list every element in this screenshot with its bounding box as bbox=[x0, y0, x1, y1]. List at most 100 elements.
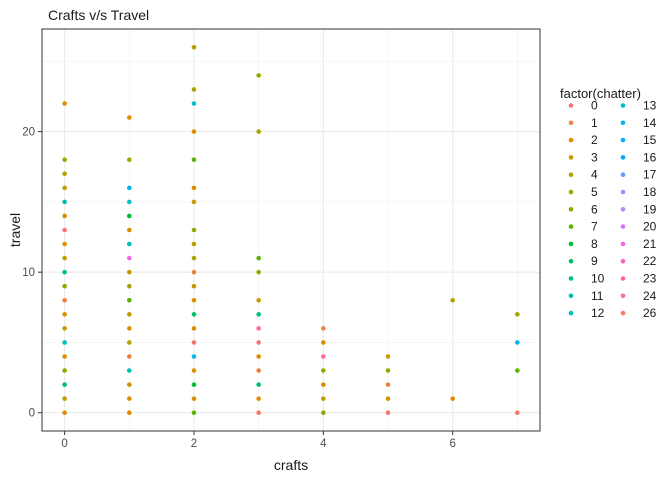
plot-panel bbox=[42, 29, 540, 431]
data-point bbox=[62, 297, 67, 303]
y-axis-title: travel bbox=[7, 213, 23, 247]
data-point bbox=[62, 241, 67, 247]
data-point bbox=[256, 368, 261, 373]
data-point bbox=[191, 129, 197, 134]
data-point bbox=[62, 368, 67, 373]
legend-label: 5 bbox=[591, 185, 598, 199]
legend-key bbox=[620, 258, 626, 264]
legend-key bbox=[568, 276, 574, 281]
data-point bbox=[191, 241, 197, 247]
plot-border bbox=[41, 28, 541, 432]
y-tick-label: 0 bbox=[29, 408, 35, 420]
data-point bbox=[191, 382, 197, 387]
legend-key bbox=[568, 293, 574, 299]
data-point bbox=[62, 340, 67, 345]
data-point bbox=[127, 213, 132, 219]
data-point bbox=[450, 396, 455, 401]
legend-key bbox=[568, 155, 574, 160]
data-point bbox=[256, 129, 261, 134]
data-point bbox=[127, 410, 132, 416]
data-point bbox=[191, 326, 197, 331]
data-point bbox=[127, 199, 132, 205]
data-point bbox=[62, 269, 67, 275]
data-point bbox=[191, 199, 197, 205]
y-tick-label: 20 bbox=[22, 127, 35, 139]
legend-label: 17 bbox=[643, 168, 657, 182]
data-point bbox=[62, 227, 67, 233]
legend-label: 24 bbox=[643, 289, 657, 303]
data-point bbox=[191, 312, 197, 317]
data-point bbox=[191, 340, 197, 345]
legend-label: 20 bbox=[643, 220, 657, 234]
legend-label: 12 bbox=[591, 306, 605, 320]
legend-label: 2 bbox=[591, 133, 598, 147]
grid-lines bbox=[42, 29, 540, 431]
legend-key bbox=[568, 120, 574, 126]
data-point bbox=[191, 354, 197, 359]
legend-key bbox=[568, 207, 574, 212]
data-point bbox=[62, 354, 67, 359]
legend-key bbox=[620, 172, 626, 177]
data-point bbox=[127, 382, 132, 387]
data-point bbox=[321, 396, 326, 401]
legend-label: 22 bbox=[643, 254, 657, 268]
data-point bbox=[62, 326, 67, 331]
x-tick-label: 4 bbox=[320, 438, 327, 450]
data-points bbox=[62, 44, 520, 416]
legend-key bbox=[620, 310, 626, 316]
data-point bbox=[191, 283, 197, 289]
data-point bbox=[321, 368, 326, 373]
legend-key bbox=[620, 189, 626, 195]
y-axis-ticks: 0 10 20 bbox=[22, 127, 42, 420]
data-point bbox=[127, 297, 132, 303]
legend-key bbox=[568, 310, 574, 316]
x-tick-label: 6 bbox=[449, 438, 455, 450]
data-point bbox=[62, 101, 67, 106]
chart-title: Crafts v/s Travel bbox=[48, 7, 149, 23]
x-axis-title: crafts bbox=[274, 457, 308, 473]
legend-label: 10 bbox=[591, 272, 605, 286]
data-point bbox=[256, 410, 261, 416]
data-point bbox=[127, 396, 132, 401]
data-point bbox=[385, 382, 391, 387]
data-point bbox=[62, 283, 67, 289]
data-point bbox=[62, 213, 67, 219]
data-point bbox=[62, 185, 67, 191]
data-point bbox=[127, 241, 132, 247]
legend-label: 11 bbox=[591, 289, 604, 303]
x-axis-ticks: 0 2 4 6 bbox=[61, 431, 456, 450]
data-point bbox=[127, 340, 132, 345]
data-point bbox=[256, 326, 261, 331]
legend-label: 21 bbox=[643, 237, 657, 251]
legend-key bbox=[568, 189, 574, 195]
data-point bbox=[191, 44, 197, 50]
legend-key bbox=[568, 241, 574, 247]
data-point bbox=[256, 269, 261, 275]
legend-label: 18 bbox=[643, 185, 657, 199]
data-point bbox=[191, 368, 197, 373]
legend-label: 23 bbox=[643, 272, 657, 286]
data-point bbox=[62, 255, 67, 261]
data-point bbox=[321, 354, 326, 359]
data-point bbox=[515, 368, 520, 373]
data-point bbox=[256, 382, 261, 387]
legend-key bbox=[568, 137, 574, 143]
data-point bbox=[256, 297, 261, 303]
x-tick-label: 2 bbox=[191, 438, 197, 450]
data-point bbox=[321, 382, 326, 387]
legend-label: 9 bbox=[591, 254, 598, 268]
data-point bbox=[515, 410, 520, 416]
data-point bbox=[62, 312, 67, 317]
legend-key bbox=[568, 172, 574, 177]
data-point bbox=[450, 297, 455, 303]
legend-label: 16 bbox=[643, 150, 657, 164]
data-point bbox=[191, 410, 197, 416]
legend-key bbox=[620, 155, 626, 160]
data-point bbox=[256, 312, 261, 317]
data-point bbox=[385, 354, 391, 359]
data-point bbox=[191, 185, 197, 191]
data-point bbox=[62, 410, 67, 416]
data-point bbox=[191, 255, 197, 261]
data-point bbox=[191, 157, 197, 163]
